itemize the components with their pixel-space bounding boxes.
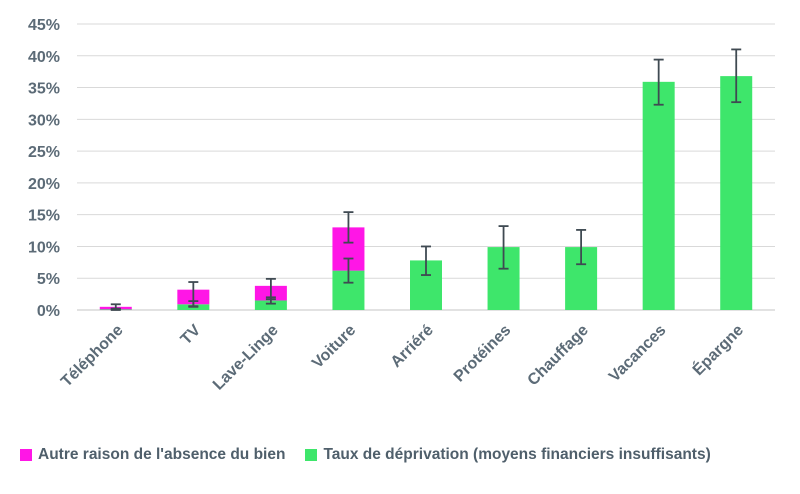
legend-label-other-reason: Autre raison de l'absence du bien [38, 446, 286, 463]
bar-deprivation [642, 81, 675, 310]
legend: Autre raison de l'absence du bien Taux d… [20, 444, 795, 466]
x-tick-label: Voiture [309, 322, 359, 372]
y-tick-label: 25% [28, 144, 60, 161]
x-tick-label: Chauffage [525, 322, 592, 389]
x-tick-label: Épargne [688, 320, 747, 379]
y-tick-label: 30% [28, 112, 60, 129]
y-tick-label: 40% [28, 49, 60, 66]
y-tick-label: 35% [28, 81, 60, 98]
x-tick-label: TV [178, 322, 205, 349]
bar-deprivation [720, 76, 753, 310]
legend-item-other-reason: Autre raison de l'absence du bien [20, 446, 285, 464]
x-tick-label: Lave-Linge [210, 322, 282, 394]
x-tick-label: Arriéré [388, 322, 437, 371]
x-tick-label: Protéines [451, 322, 515, 386]
y-tick-label: 20% [28, 176, 60, 193]
y-tick-label: 15% [28, 208, 60, 225]
legend-label-deprivation: Taux de déprivation (moyens financiers i… [323, 446, 711, 463]
y-tick-label: 10% [28, 239, 60, 256]
y-tick-label: 0% [37, 303, 60, 320]
x-tick-label: Téléphone [58, 322, 127, 391]
bar-deprivation [254, 300, 287, 310]
y-axis: 0% 5% 10% 15% 20% 25% 30% 35% 40% 45% [28, 17, 60, 320]
x-axis: Téléphone TV Lave-Linge Voiture Arriéré Proté… [58, 320, 747, 393]
x-tick-label: Vacances [606, 322, 670, 386]
legend-swatch-deprivation [305, 449, 318, 461]
legend-item-deprivation: Taux de déprivation (moyens financiers i… [305, 446, 711, 464]
y-tick-label: 5% [37, 271, 60, 288]
y-tick-label: 45% [28, 17, 60, 34]
error-bars [110, 48, 742, 311]
legend-swatch-other-reason [20, 449, 32, 461]
